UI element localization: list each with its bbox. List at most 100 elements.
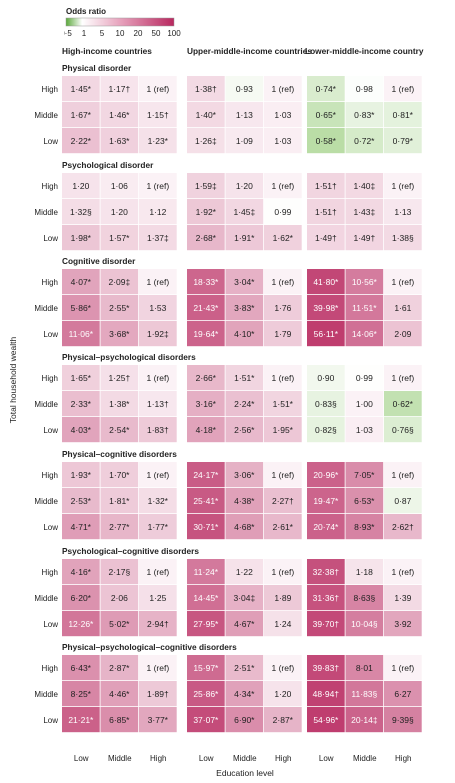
cell-value: 2·33* [71,399,92,409]
heatmap-cell [307,681,345,707]
x-tick-label: High [275,754,291,763]
cell-value: 1 (ref) [272,567,295,577]
cell-value: 3·68* [109,329,130,339]
heatmap-cell [384,225,422,251]
heatmap-cell [139,128,177,154]
cell-value: 7·05* [354,470,375,480]
heatmap-cell [100,321,139,347]
cell-value: 1·49† [353,233,375,243]
cell-value: 1·61 [394,303,411,313]
heatmap-cell [100,488,139,514]
legend-graphic: Odds ratio 0·5 1 5 10 20 50 100 [60,7,181,38]
heatmap-cell [100,611,139,637]
heatmap-cell [187,611,225,637]
heatmap-cell [384,514,422,540]
legend-tick: 20 [134,29,143,38]
heatmap-cell [345,295,384,321]
row-label: Low [43,137,58,146]
heatmap-cell [345,365,384,391]
heatmap-cell [345,611,384,637]
heatmap-cell [187,707,225,733]
heatmap-cell [187,514,225,540]
cell-value: 1·93* [71,470,92,480]
heatmap-cell [307,514,345,540]
heatmap-cell [264,707,302,733]
heatmap-cell [62,707,100,733]
cell-value: 10·56* [352,277,378,287]
heatmap-cell [187,417,225,443]
heatmap-cell [187,269,225,295]
cell-value: 1·89 [274,593,291,603]
cell-value: 25·41* [193,496,219,506]
cell-value: 2·17§ [108,567,130,577]
heatmap-cell [187,128,225,154]
heatmap-cell [264,391,302,417]
heatmap-cell [384,391,422,417]
heatmap-cell [225,681,264,707]
heatmap-cell [100,225,139,251]
heatmap-cell [345,559,384,585]
cell-value: 1·23* [148,136,169,146]
heatmap-cell [62,514,100,540]
cell-value: 10·04§ [351,619,378,629]
cell-value: 1·81* [109,496,130,506]
heatmap-cell [62,102,100,128]
cell-value: 1·67* [71,110,92,120]
cell-value: 1·91* [234,233,255,243]
heatmap-cell [62,269,100,295]
panel-title: Physical disorder [62,63,132,73]
cell-value: 1·13† [147,399,169,409]
cell-value: 1·12 [149,207,166,217]
heatmap-cell [264,76,302,102]
heatmap-cell [225,102,264,128]
x-tick-label: Low [199,754,214,763]
heatmap-cell [384,295,422,321]
cell-value: 0·58* [316,136,337,146]
cell-value: 1·45‡ [233,207,255,217]
cell-value: 1 (ref) [392,181,415,191]
heatmap-cell [62,321,100,347]
row-label: Low [43,523,58,532]
x-axis-title: Education level [216,768,274,778]
cell-value: 4·07* [71,277,92,287]
cell-value: 21·21* [68,715,94,725]
cell-value: 3·92 [394,619,411,629]
heatmap-cell [264,611,302,637]
heatmap-cell [384,707,422,733]
heatmap-cell [264,269,302,295]
heatmap-cell [307,585,345,611]
heatmap-cell [264,488,302,514]
heatmap-cell [225,514,264,540]
row-label: Low [43,426,58,435]
heatmap-cell [62,585,100,611]
cell-value: 1 (ref) [392,373,415,383]
y-axis-title: Total household wealth [8,336,18,423]
cell-value: 20·14‡ [351,715,378,725]
heatmap-cell [307,225,345,251]
heatmap-cell [384,102,422,128]
row-label: Low [43,716,58,725]
heatmap-cell [225,391,264,417]
cell-value: 9·39§ [392,715,414,725]
heatmap-cell [345,102,384,128]
heatmap-cell [264,365,302,391]
cell-value: 1·38† [195,84,217,94]
heatmap-cell [139,585,177,611]
heatmap-cell [264,585,302,611]
heatmap-cell [62,76,100,102]
cell-value: 4·16* [71,567,92,577]
legend-tick: 100 [167,29,181,38]
heatmap-cell [345,321,384,347]
x-tick-label: Low [74,754,89,763]
heatmap-cell [345,462,384,488]
heatmap-cell [139,559,177,585]
cell-value: 2·68* [196,233,217,243]
cell-value: 0·99 [274,207,291,217]
cell-value: 1 (ref) [392,470,415,480]
cell-value: 1·57* [109,233,130,243]
heatmap-cell [62,365,100,391]
cell-value: 41·80* [313,277,339,287]
cell-value: 1 (ref) [272,84,295,94]
cell-value: 1·20 [274,689,291,699]
cell-value: 6·53* [354,496,375,506]
